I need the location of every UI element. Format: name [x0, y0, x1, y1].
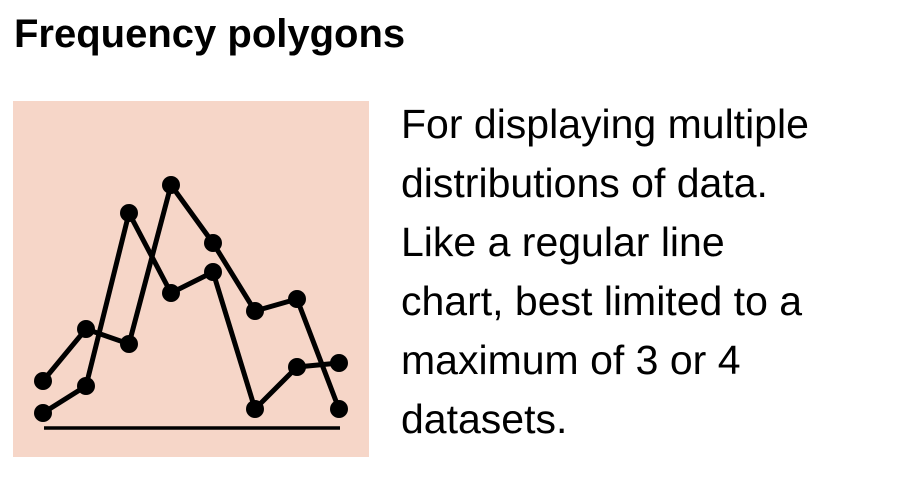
description-line: datasets.	[401, 396, 568, 442]
series-b-point	[77, 320, 95, 338]
series-a-point	[204, 263, 222, 281]
description-line: Like a regular line	[401, 219, 725, 265]
description-line: maximum of 3 or 4	[401, 337, 741, 383]
series-a-line	[40, 210, 342, 416]
description-line: chart, best limited to a	[401, 278, 803, 324]
series-a-points	[34, 204, 348, 422]
frequency-polygon-graphic	[34, 176, 348, 430]
series-b-point	[204, 234, 222, 252]
series-a-point	[330, 354, 348, 372]
series-b-point	[120, 335, 138, 353]
card-title: Frequency polygons	[14, 12, 406, 56]
series-a-point	[77, 377, 95, 395]
series-b-point	[246, 302, 264, 320]
series-a-point	[162, 284, 180, 302]
card-description: For displaying multiple distributions of…	[401, 95, 897, 449]
series-b-point	[330, 400, 348, 418]
series-a-point	[120, 204, 138, 222]
series-a-point	[246, 400, 264, 418]
series-a-point	[288, 358, 306, 376]
description-line: distributions of data.	[401, 160, 768, 206]
series-b-point	[288, 290, 306, 308]
series-b-points	[34, 176, 348, 418]
description-line: For displaying multiple	[401, 101, 809, 147]
series-b-point	[162, 176, 180, 194]
series-a-point	[34, 404, 52, 422]
series-b-point	[34, 372, 52, 390]
frequency-polygon-icon	[13, 101, 369, 457]
